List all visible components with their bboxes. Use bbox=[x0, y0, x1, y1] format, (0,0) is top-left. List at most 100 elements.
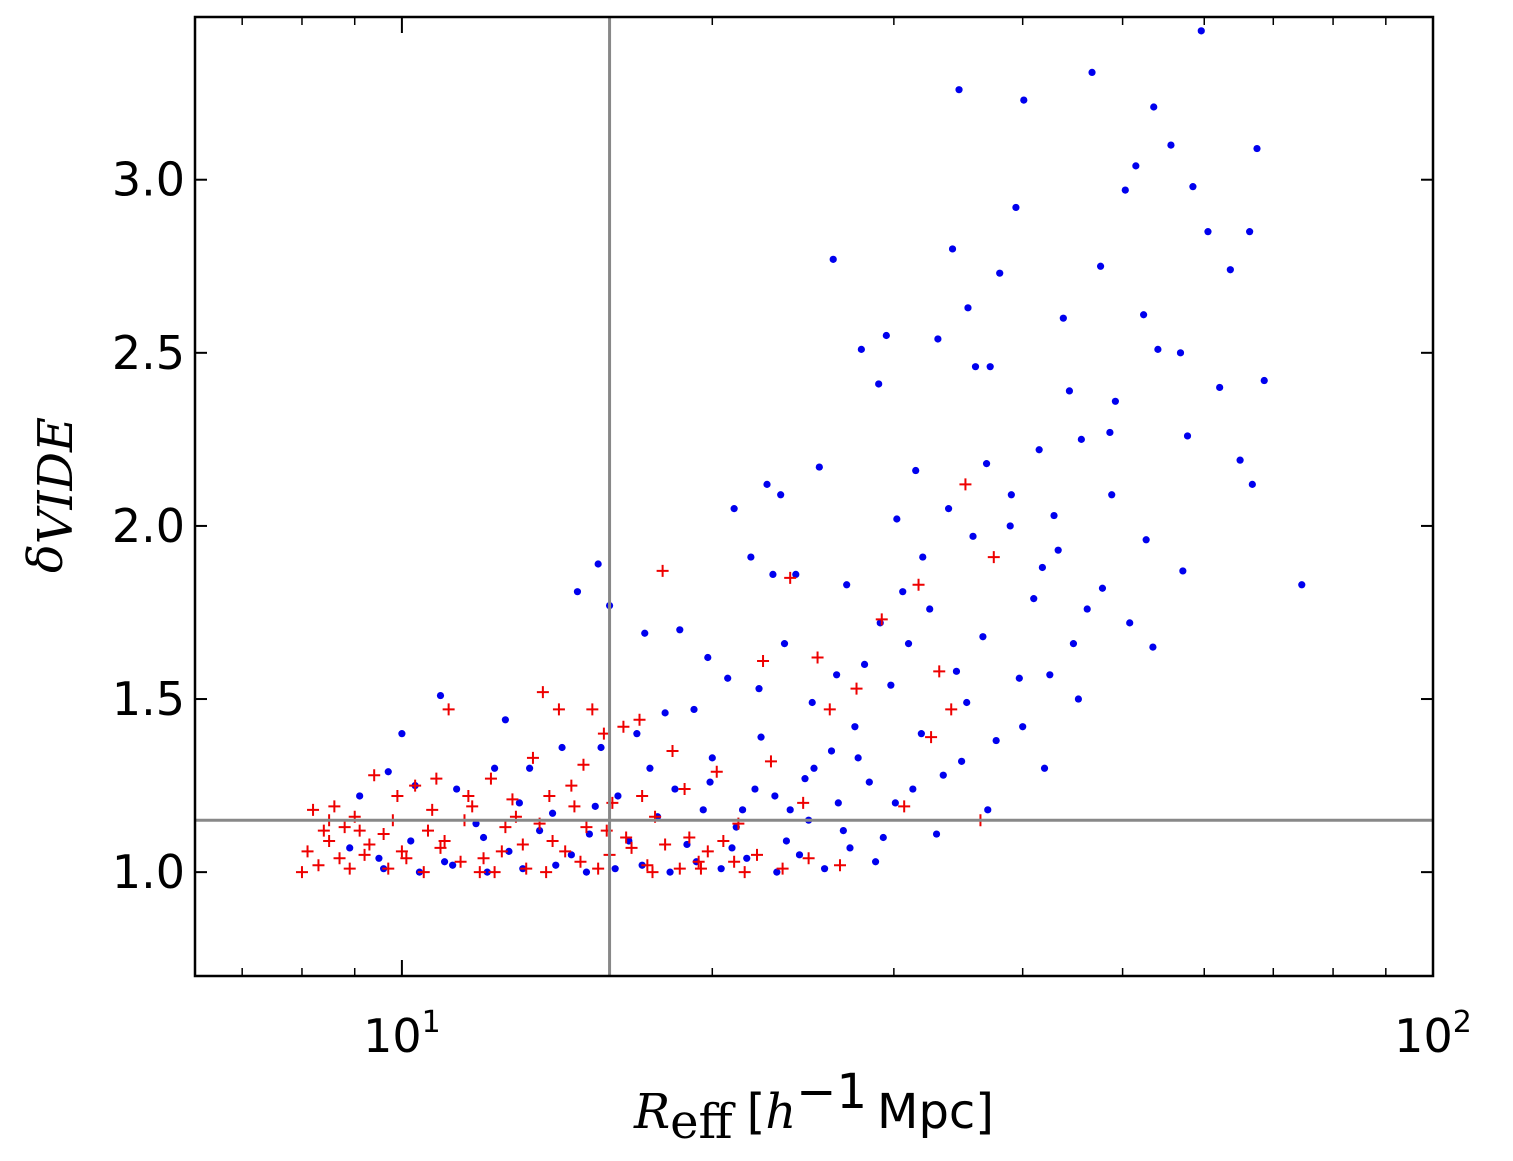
x-axis-label: Reff [h−1 Mpc] bbox=[633, 1064, 994, 1150]
point-s0-40 bbox=[1111, 397, 1119, 405]
point-s0-138 bbox=[1007, 491, 1015, 499]
plot-frame bbox=[193, 15, 1435, 978]
point-s0-90 bbox=[1126, 619, 1134, 627]
point-s0-134 bbox=[449, 861, 457, 869]
point-s0-3 bbox=[573, 588, 582, 596]
point-s0-33 bbox=[1050, 511, 1058, 520]
point-s0-156 bbox=[515, 799, 523, 807]
point-s0-110 bbox=[591, 802, 599, 810]
point-s0-22 bbox=[912, 466, 920, 475]
point-s1-80 bbox=[620, 831, 633, 844]
point-s1-5 bbox=[328, 800, 341, 813]
point-s0-77 bbox=[724, 674, 732, 682]
point-s1-84 bbox=[701, 845, 714, 858]
point-s0-12 bbox=[777, 491, 785, 499]
point-s1-64 bbox=[333, 852, 346, 865]
point-s0-58 bbox=[1248, 480, 1256, 488]
y-tick-label-0: 1.0 bbox=[112, 845, 185, 899]
point-s1-30 bbox=[757, 654, 770, 667]
point-s0-72 bbox=[860, 660, 869, 669]
x-axis-unit-open: [ bbox=[747, 1084, 766, 1140]
point-s1-85 bbox=[728, 855, 741, 868]
point-s0-50 bbox=[1197, 27, 1205, 35]
point-s0-19 bbox=[875, 380, 883, 388]
point-s0-83 bbox=[526, 764, 534, 772]
point-s0-51 bbox=[1204, 228, 1212, 236]
point-s0-100 bbox=[865, 778, 873, 786]
point-s1-31 bbox=[784, 571, 797, 584]
point-s1-88 bbox=[802, 852, 815, 865]
point-s0-158 bbox=[1069, 640, 1078, 648]
point-s0-46 bbox=[1167, 141, 1175, 149]
point-s1-69 bbox=[395, 845, 408, 858]
point-s0-54 bbox=[1236, 456, 1244, 464]
point-s0-16 bbox=[829, 255, 837, 263]
point-s0-101 bbox=[839, 826, 847, 835]
point-s1-23 bbox=[633, 713, 646, 726]
point-s0-116 bbox=[407, 837, 415, 845]
point-s0-9 bbox=[730, 505, 738, 513]
point-s0-137 bbox=[1038, 563, 1046, 572]
point-s0-89 bbox=[1149, 643, 1157, 651]
point-s0-62 bbox=[1108, 491, 1116, 499]
point-s0-20 bbox=[882, 331, 890, 340]
point-s1-103 bbox=[694, 862, 707, 875]
point-s0-113 bbox=[505, 847, 513, 855]
point-s0-66 bbox=[1006, 522, 1014, 530]
point-s0-87 bbox=[384, 768, 392, 776]
point-s0-23 bbox=[934, 335, 942, 343]
point-s1-86 bbox=[751, 848, 764, 861]
point-s0-18 bbox=[857, 345, 865, 353]
point-s1-33 bbox=[811, 651, 824, 664]
point-s1-63 bbox=[343, 862, 356, 875]
point-s0-130 bbox=[582, 868, 591, 876]
point-s0-48 bbox=[1183, 432, 1192, 440]
point-s0-153 bbox=[614, 792, 622, 800]
point-s1-102 bbox=[646, 866, 659, 879]
point-s1-94 bbox=[466, 800, 479, 813]
point-s0-29 bbox=[996, 269, 1004, 277]
point-s0-96 bbox=[963, 698, 971, 707]
point-s1-65 bbox=[317, 824, 330, 837]
point-s0-82 bbox=[558, 743, 566, 752]
point-s0-112 bbox=[535, 826, 544, 835]
point-s1-97 bbox=[353, 824, 366, 837]
point-s0-79 bbox=[661, 709, 669, 717]
point-s0-143 bbox=[904, 640, 913, 648]
point-s1-32 bbox=[797, 796, 810, 809]
point-s0-67 bbox=[979, 633, 987, 641]
point-s0-81 bbox=[597, 743, 605, 752]
point-s0-119 bbox=[871, 858, 880, 866]
point-s0-76 bbox=[755, 685, 763, 693]
point-s1-99 bbox=[488, 866, 501, 879]
x-axis-unit-rest: Mpc] bbox=[877, 1084, 994, 1140]
point-s1-82 bbox=[659, 838, 672, 851]
y-tick-label-1: 1.5 bbox=[112, 672, 185, 726]
point-s0-41 bbox=[1121, 186, 1129, 194]
point-s0-42 bbox=[1132, 162, 1140, 170]
point-s1-27 bbox=[692, 855, 705, 868]
point-s0-73 bbox=[833, 671, 841, 679]
point-s1-60 bbox=[400, 852, 413, 865]
point-s0-75 bbox=[780, 640, 789, 648]
point-s1-13 bbox=[484, 772, 497, 785]
point-s0-64 bbox=[1054, 546, 1062, 554]
point-s0-35 bbox=[1065, 387, 1074, 395]
point-s1-36 bbox=[875, 613, 888, 626]
point-s1-34 bbox=[833, 859, 846, 872]
point-s1-0 bbox=[295, 866, 308, 879]
point-s0-162 bbox=[958, 757, 966, 765]
point-s0-152 bbox=[646, 764, 654, 772]
x-axis-unit-h: h bbox=[765, 1084, 796, 1140]
point-s1-3 bbox=[323, 834, 336, 847]
point-s0-80 bbox=[633, 730, 641, 738]
point-s1-16 bbox=[536, 686, 549, 699]
ticks-layer: 1.0 1.5 2.0 2.5 3.0 101 102 bbox=[112, 17, 1472, 1063]
point-s0-171 bbox=[728, 844, 736, 852]
point-s1-71 bbox=[438, 834, 451, 847]
point-s1-19 bbox=[577, 758, 590, 771]
point-s0-47 bbox=[1176, 349, 1185, 357]
point-s0-145 bbox=[851, 723, 859, 731]
point-s0-68 bbox=[952, 667, 961, 675]
point-s0-166 bbox=[854, 754, 862, 762]
